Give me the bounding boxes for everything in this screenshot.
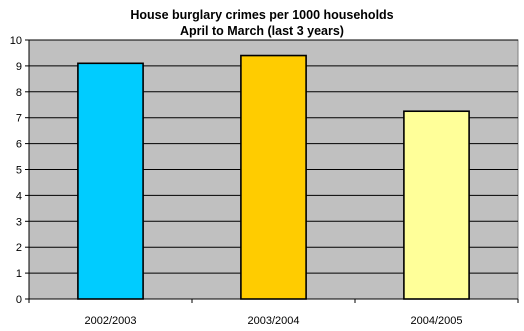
x-tick-label: 2002/2003 [85, 315, 137, 327]
chart-subtitle: April to March (last 3 years) [180, 24, 344, 38]
chart-title: House burglary crimes per 1000 household… [130, 8, 393, 22]
y-tick-label: 10 [10, 35, 22, 47]
y-tick-label: 1 [16, 268, 22, 280]
y-tick-label: 6 [16, 139, 22, 151]
x-tick-label: 2004/2005 [411, 315, 463, 327]
y-tick-label: 4 [16, 190, 22, 202]
y-tick-label: 9 [16, 61, 22, 73]
y-tick-label: 5 [16, 165, 22, 177]
bars [77, 54, 470, 300]
y-tick-label: 3 [16, 216, 22, 228]
y-tick-label: 0 [16, 294, 22, 306]
y-tick-label: 7 [16, 113, 22, 125]
x-axis-ticks: 2002/2003 2003/2004 2004/2005 [28, 299, 519, 327]
bar [77, 62, 144, 300]
bar [240, 54, 307, 300]
y-axis-ticks: 0 1 2 3 4 5 6 7 8 9 10 [10, 35, 29, 306]
x-tick-label: 2003/2004 [248, 315, 300, 327]
y-tick-label: 8 [16, 87, 22, 99]
y-tick-label: 2 [16, 242, 22, 254]
bar [403, 110, 470, 300]
